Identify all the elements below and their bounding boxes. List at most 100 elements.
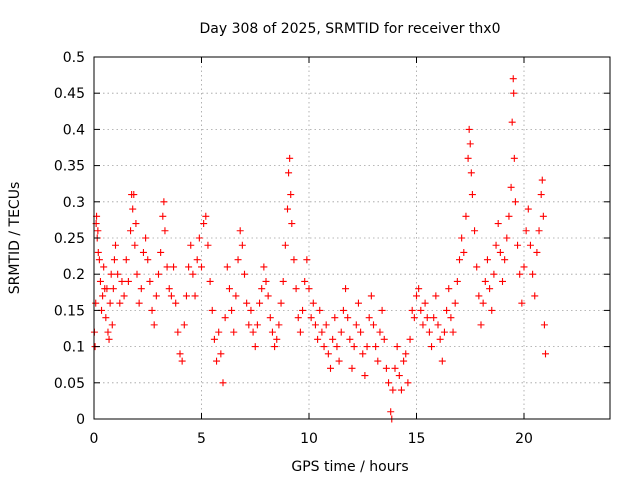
- data-point: [142, 234, 150, 242]
- data-point: [148, 306, 156, 314]
- data-point: [268, 328, 276, 336]
- data-point: [492, 241, 500, 249]
- data-point: [402, 350, 410, 358]
- data-point: [223, 263, 231, 271]
- data-point: [333, 343, 341, 351]
- data-point: [539, 212, 547, 220]
- data-point: [204, 241, 212, 249]
- data-point: [217, 350, 225, 358]
- data-point: [413, 292, 420, 300]
- data-point: [275, 321, 283, 329]
- data-point: [311, 321, 319, 329]
- data-point: [346, 335, 354, 343]
- data-point: [167, 292, 175, 300]
- data-point: [94, 248, 102, 256]
- chart-title: Day 308 of 2025, SRMTID for receiver thx…: [200, 21, 501, 37]
- data-point: [467, 169, 475, 177]
- data-point: [417, 306, 425, 314]
- data-point: [165, 285, 173, 293]
- data-point: [135, 299, 143, 307]
- data-point: [354, 299, 362, 307]
- data-point: [456, 256, 463, 264]
- data-point: [284, 205, 291, 213]
- data-point: [146, 277, 154, 285]
- data-point: [271, 343, 279, 351]
- data-point: [127, 227, 135, 235]
- data-point: [155, 270, 162, 278]
- data-point: [501, 256, 509, 264]
- data-point: [182, 292, 190, 300]
- data-point: [178, 357, 186, 365]
- data-point: [92, 299, 100, 307]
- data-point: [236, 227, 244, 235]
- data-point: [337, 328, 345, 336]
- data-point: [102, 314, 110, 322]
- data-point: [385, 379, 393, 387]
- data-point: [285, 169, 293, 177]
- data-point: [303, 256, 311, 264]
- data-point: [503, 234, 511, 242]
- data-point: [314, 335, 322, 343]
- data-point: [241, 270, 248, 278]
- data-point: [542, 350, 549, 358]
- data-point: [100, 263, 108, 271]
- data-point: [187, 241, 195, 249]
- data-point: [260, 263, 268, 271]
- data-point: [277, 299, 285, 307]
- y-tick-label: 0.05: [54, 376, 85, 392]
- data-point: [219, 379, 227, 387]
- data-point: [170, 263, 178, 271]
- data-point: [490, 270, 498, 278]
- data-point: [243, 299, 251, 307]
- data-point: [533, 248, 541, 256]
- data-point: [234, 256, 242, 264]
- data-point: [279, 277, 287, 285]
- data-point: [479, 299, 487, 307]
- data-point: [305, 285, 313, 293]
- data-point: [262, 277, 270, 285]
- data-point: [139, 248, 147, 256]
- data-point: [137, 285, 145, 293]
- data-point: [213, 357, 221, 365]
- data-point: [299, 306, 307, 314]
- data-point: [350, 343, 358, 351]
- data-point: [189, 270, 197, 278]
- data-point: [287, 191, 295, 199]
- data-point: [494, 220, 502, 228]
- data-point: [193, 256, 201, 264]
- data-point: [419, 321, 427, 329]
- data-point: [526, 241, 534, 249]
- data-point: [443, 306, 451, 314]
- data-point: [198, 263, 205, 271]
- data-point: [453, 277, 461, 285]
- data-point: [130, 191, 138, 199]
- data-point: [120, 292, 128, 300]
- data-point: [96, 277, 104, 285]
- data-point: [363, 343, 371, 351]
- data-point: [465, 125, 473, 133]
- data-point: [215, 328, 223, 336]
- data-point: [185, 263, 193, 271]
- data-point: [511, 198, 519, 206]
- data-point: [206, 277, 214, 285]
- data-point: [466, 140, 474, 148]
- data-point: [432, 292, 440, 300]
- data-point: [370, 321, 377, 329]
- data-point: [481, 277, 489, 285]
- data-point: [462, 212, 470, 220]
- data-point: [428, 343, 436, 351]
- data-point: [522, 227, 530, 235]
- data-point: [510, 89, 518, 97]
- data-point: [150, 321, 158, 329]
- x-tick-label: 5: [197, 431, 206, 447]
- data-point: [445, 285, 453, 293]
- data-point: [286, 154, 294, 162]
- y-tick-label: 0.15: [54, 303, 85, 319]
- data-point: [486, 285, 494, 293]
- y-tick-label: 0.35: [54, 159, 85, 175]
- y-tick-label: 0: [76, 412, 85, 428]
- data-point: [352, 321, 360, 329]
- tick-labels: 0 5 10 15 20 0 0.05 0.1 0.15 0.2 0.25 0.3 0.35 0.4 0.4…: [54, 50, 533, 447]
- data-point: [316, 306, 324, 314]
- data-point: [324, 350, 332, 358]
